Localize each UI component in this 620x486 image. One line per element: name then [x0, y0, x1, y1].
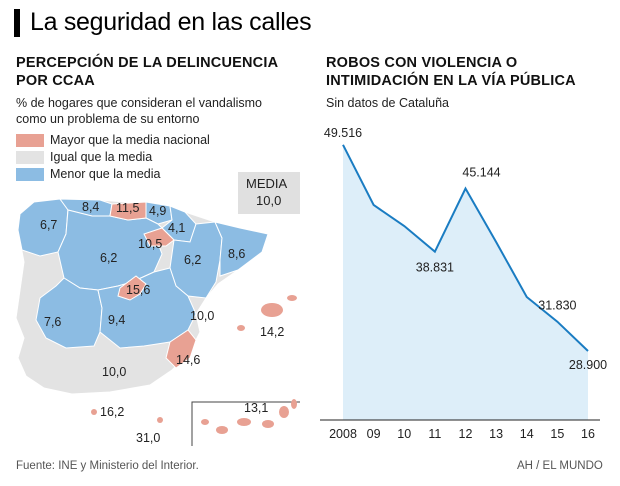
- data-label: 28.900: [569, 358, 607, 372]
- map-legend: Mayor que la media nacional Igual que la…: [16, 132, 210, 183]
- chart-area: [343, 144, 588, 420]
- value-extremadura: 7,6: [44, 315, 61, 329]
- legend-swatch-menor: [16, 168, 44, 181]
- footer-source: Fuente: INE y Ministerio del Interior.: [16, 460, 199, 472]
- data-label: 38.831: [416, 261, 454, 275]
- region-cataluna: [214, 221, 269, 277]
- region-menorca: [287, 295, 297, 301]
- region-aragon: [169, 221, 223, 299]
- region-melilla: [157, 417, 163, 423]
- map-heading-line2: POR CCAA: [16, 73, 95, 89]
- x-tick-label: 16: [581, 427, 595, 441]
- title-bar: [14, 9, 20, 37]
- legend-label-igual: Igual que la media: [50, 150, 153, 164]
- value-murcia: 14,6: [176, 353, 200, 367]
- value-asturias: 8,4: [82, 200, 99, 214]
- region-canarias-6: [291, 399, 297, 409]
- value-cantabria: 11,5: [116, 201, 139, 215]
- value-madrid: 15,6: [126, 283, 150, 297]
- legend-swatch-mayor: [16, 134, 44, 147]
- media-value: 10,0: [256, 193, 282, 208]
- value-castilla-mancha: 9,4: [108, 313, 125, 327]
- x-tick-label: 14: [520, 427, 534, 441]
- value-ceuta: 16,2: [100, 405, 124, 419]
- legend-label-menor: Menor que la media: [50, 167, 161, 181]
- x-tick-label: 15: [550, 427, 564, 441]
- legend-label-mayor: Mayor que la media nacional: [50, 133, 210, 147]
- region-cantabria: [109, 201, 147, 221]
- legend-item-igual: Igual que la media: [16, 149, 210, 166]
- canarias-inset-frame: [191, 401, 300, 446]
- value-cataluna: 8,6: [228, 247, 245, 261]
- x-tick-label: 11: [428, 427, 441, 441]
- x-tick-label: 09: [367, 427, 381, 441]
- chart-heading-line2: INTIMIDACIÓN EN LA VÍA PÚBLICA: [326, 73, 576, 89]
- region-canarias-1: [201, 419, 209, 425]
- value-valenciana: 10,0: [190, 309, 214, 323]
- value-andalucia: 10,0: [102, 365, 126, 379]
- x-tick-label: 2008: [329, 427, 357, 441]
- x-tick-label: 13: [489, 427, 503, 441]
- page-title: La seguridad en las calles: [30, 8, 312, 36]
- value-castilla-leon: 6,2: [100, 251, 117, 265]
- map-heading: PERCEPCIÓN DE LA DELINCUENCIA POR CCAA: [16, 54, 278, 90]
- value-galicia: 6,7: [40, 218, 57, 232]
- region-la-rioja: [143, 227, 175, 247]
- legend-swatch-igual: [16, 151, 44, 164]
- region-canarias-3: [237, 418, 251, 426]
- value-melilla: 31,0: [136, 431, 160, 445]
- chart-subtitle: Sin datos de Cataluña: [326, 96, 450, 110]
- value-pais-vasco: 4,9: [149, 204, 166, 218]
- region-canarias-4: [262, 420, 274, 428]
- legend-item-mayor: Mayor que la media nacional: [16, 132, 210, 149]
- region-murcia: [165, 329, 197, 369]
- data-label: 31.830: [538, 299, 576, 313]
- value-navarra: 4,1: [168, 221, 185, 235]
- media-box: MEDIA 10,0: [238, 172, 300, 214]
- data-label: 49.516: [324, 126, 362, 140]
- legend-item-menor: Menor que la media: [16, 166, 210, 183]
- region-mallorca: [261, 303, 283, 317]
- region-canarias-2: [216, 426, 228, 434]
- value-la-rioja: 10,5: [138, 237, 162, 251]
- map-subtitle-line2: como un problema de su entorno: [16, 112, 200, 126]
- media-label: MEDIA: [246, 176, 288, 191]
- data-label: 45.144: [462, 166, 500, 180]
- spain-map: 6,7 8,4 11,5 4,9 4,1 10,5 6,2 6,2 8,6 15…: [15, 198, 300, 446]
- robos-chart: 2008 09 10 11 12 13 14 15 16 49.516 38.831 45.144 31…: [320, 126, 607, 441]
- map-heading-line1: PERCEPCIÓN DE LA DELINCUENCIA: [16, 55, 279, 71]
- map-subtitle: % de hogares que consideran el vandalism…: [16, 95, 262, 127]
- region-madrid: [117, 275, 147, 301]
- region-ibiza: [237, 325, 245, 331]
- value-aragon: 6,2: [184, 253, 201, 267]
- value-baleares: 14,2: [260, 325, 284, 339]
- chart-heading-line1: ROBOS CON VIOLENCIA O: [326, 55, 518, 71]
- x-tick-label: 12: [459, 427, 473, 441]
- chart-heading: ROBOS CON VIOLENCIA O INTIMIDACIÓN EN LA…: [326, 54, 576, 90]
- x-tick-label: 10: [397, 427, 411, 441]
- region-extremadura: [35, 277, 103, 349]
- chart-line: [342, 144, 589, 352]
- value-canarias: 13,1: [244, 401, 268, 415]
- footer-credit: AH / EL MUNDO: [517, 460, 603, 472]
- map-subtitle-line1: % de hogares que consideran el vandalism…: [16, 96, 262, 110]
- region-canarias-5: [279, 406, 289, 418]
- region-ceuta: [91, 409, 97, 415]
